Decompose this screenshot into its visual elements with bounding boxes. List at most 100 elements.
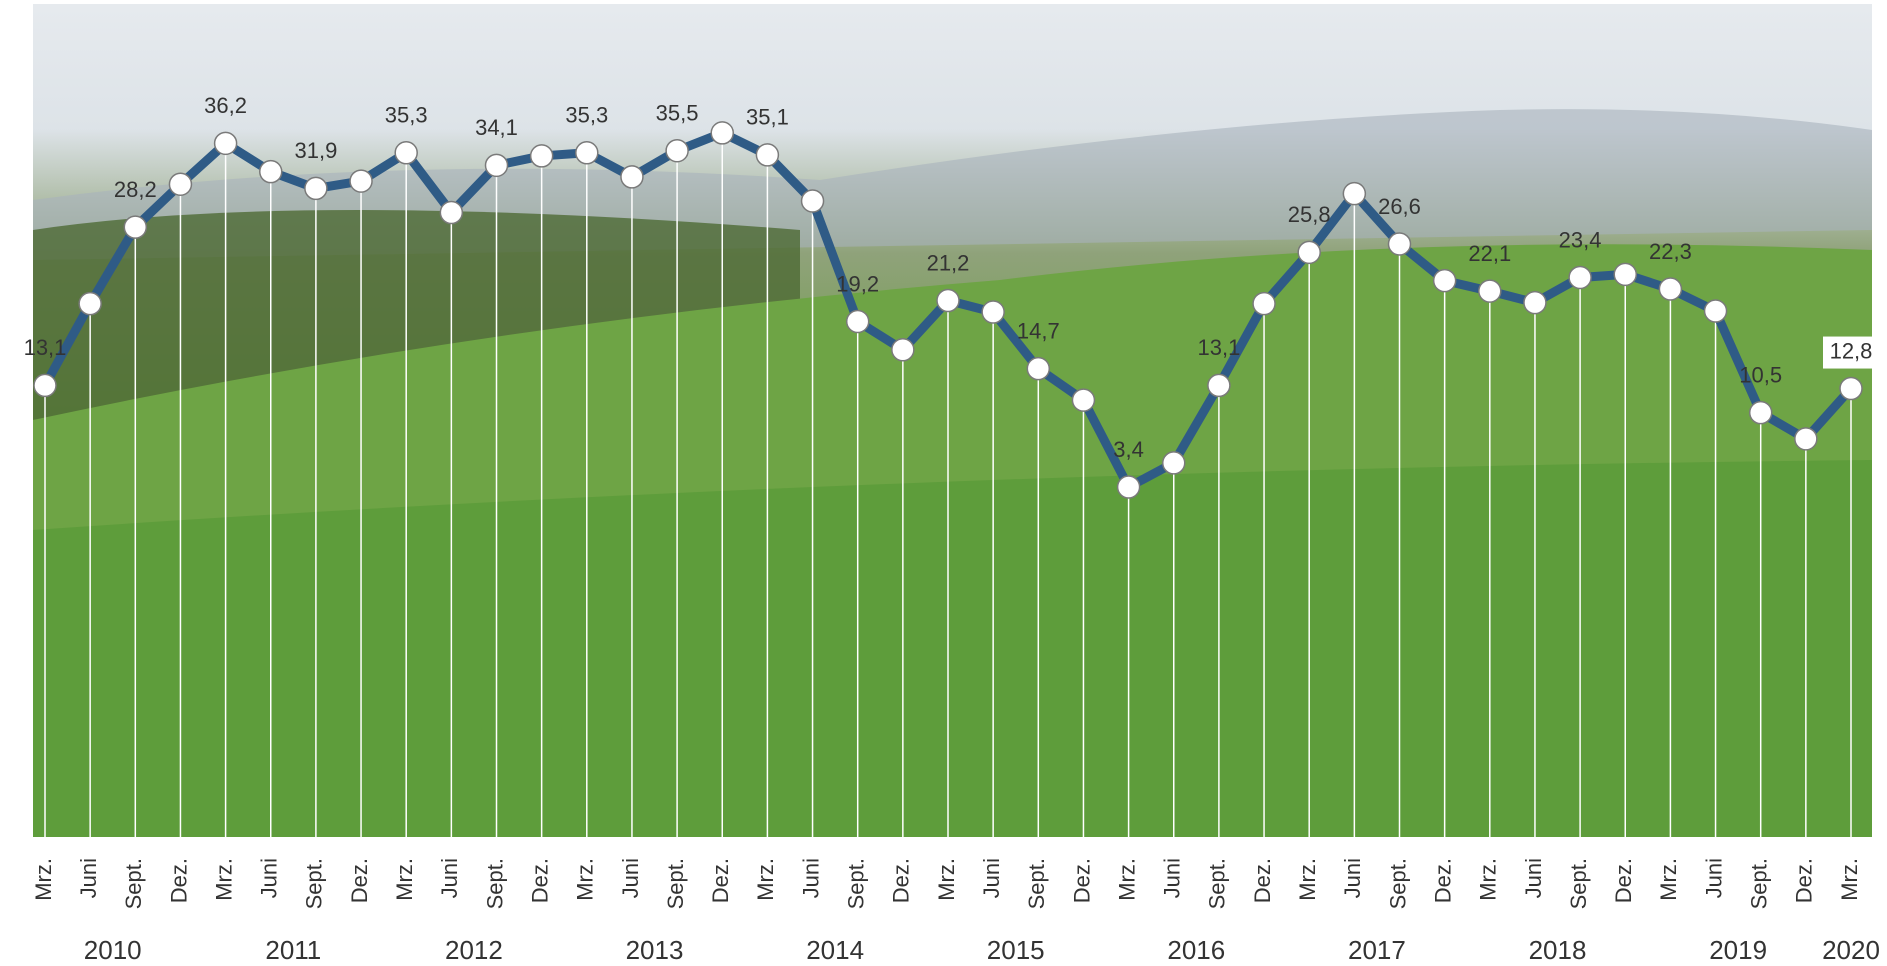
point <box>1794 427 1818 451</box>
field <box>33 460 1872 837</box>
point <box>891 338 915 362</box>
x-tick-label: Mrz. <box>1837 858 1862 901</box>
data-label: 35,3 <box>385 103 428 128</box>
x-tick-label: Juni <box>1160 858 1185 898</box>
point <box>1839 376 1863 401</box>
x-tick-label: Sept. <box>663 858 688 909</box>
data-label: 10,5 <box>1739 362 1782 387</box>
point <box>259 159 283 184</box>
x-tick-label: Mrz. <box>573 858 598 901</box>
x-tick-label: Sept. <box>302 858 327 909</box>
point <box>1568 265 1592 290</box>
year-label: 2010 <box>84 935 142 965</box>
x-tick-label: Juni <box>1701 858 1726 898</box>
x-tick-label: Dez. <box>527 858 552 903</box>
x-tick-label: Juni <box>798 858 823 898</box>
point <box>439 200 464 225</box>
point <box>665 138 689 163</box>
data-label: 35,3 <box>565 103 608 128</box>
point <box>1026 356 1051 381</box>
x-tick-label: Dez. <box>1430 858 1455 903</box>
x-tick-label: Dez. <box>1069 858 1094 903</box>
point <box>1658 277 1683 301</box>
data-label: 34,1 <box>475 115 518 140</box>
x-tick-label: Dez. <box>166 858 191 903</box>
hill-mid <box>33 244 1872 530</box>
point <box>33 373 57 398</box>
year-label: 2020 <box>1822 935 1880 965</box>
data-label: 19,2 <box>836 271 879 296</box>
data-label: 25,8 <box>1288 202 1331 227</box>
data-label: 35,5 <box>656 101 699 126</box>
data-label: 28,2 <box>114 177 157 202</box>
year-label: 2019 <box>1709 935 1767 965</box>
x-tick-label: Mrz. <box>1295 858 1320 901</box>
data-label: 23,4 <box>1559 227 1602 252</box>
point <box>1432 268 1457 293</box>
data-label: 13,1 <box>24 335 67 360</box>
point <box>213 131 238 156</box>
point <box>1478 279 1502 303</box>
year-label: 2015 <box>987 935 1045 965</box>
point <box>936 288 960 313</box>
x-tick-label: Juni <box>76 858 101 898</box>
x-tick-label: Juni <box>437 858 462 898</box>
point <box>1071 388 1096 412</box>
data-label: 22,1 <box>1468 241 1511 266</box>
x-tick-label: Mrz. <box>1656 858 1681 901</box>
x-tick-label: Sept. <box>844 858 869 909</box>
label-box <box>1823 336 1879 369</box>
point <box>1613 262 1637 287</box>
x-tick-label: Sept. <box>1385 858 1410 909</box>
x-tick-label: Sept. <box>1205 858 1230 909</box>
year-label: 2014 <box>806 935 864 965</box>
x-tick-label: Sept. <box>121 858 146 909</box>
point <box>78 291 102 316</box>
point <box>845 309 870 334</box>
point <box>1252 291 1276 316</box>
year-label: 2013 <box>626 935 684 965</box>
x-tick-label: Juni <box>257 858 282 898</box>
data-label: 36,2 <box>204 93 247 118</box>
point <box>123 215 148 239</box>
point <box>755 143 780 167</box>
x-tick-label: Dez. <box>1611 858 1636 903</box>
point <box>620 165 644 189</box>
data-label: 3,4 <box>1113 437 1144 462</box>
x-tick-label: Juni <box>1340 858 1365 898</box>
forest <box>33 210 800 420</box>
point <box>1116 475 1141 499</box>
data-label: 31,9 <box>294 138 337 163</box>
point <box>1523 290 1547 315</box>
x-tick-label: Dez. <box>708 858 733 903</box>
x-tick-label: Dez. <box>1792 858 1817 903</box>
x-tick-label: Sept. <box>1024 858 1049 909</box>
x-tick-label: Mrz. <box>934 858 959 901</box>
point <box>1297 240 1321 265</box>
point <box>981 300 1005 324</box>
x-tick-label: Dez. <box>889 858 914 903</box>
x-tick-label: Dez. <box>1250 858 1275 903</box>
point <box>304 176 328 201</box>
year-label: 2011 <box>265 935 321 965</box>
data-label: 12,8 <box>1830 338 1873 363</box>
x-tick-label: Juni <box>618 858 643 898</box>
year-label: 2017 <box>1348 935 1406 965</box>
point <box>529 144 554 168</box>
point <box>349 169 373 193</box>
point <box>1342 181 1367 206</box>
x-tick-label: Dez. <box>347 858 372 903</box>
x-tick-label: Juni <box>1521 858 1546 898</box>
x-tick-label: Sept. <box>1747 858 1772 909</box>
x-tick-label: Mrz. <box>211 858 236 901</box>
point <box>1162 451 1186 475</box>
x-tick-label: Sept. <box>1566 858 1591 909</box>
data-label: 22,3 <box>1649 239 1692 264</box>
point <box>168 172 193 196</box>
data-label: 14,7 <box>1017 318 1060 343</box>
point <box>575 141 599 165</box>
data-label: 13,1 <box>1197 335 1240 360</box>
data-label: 26,6 <box>1378 194 1421 219</box>
data-label: 35,1 <box>746 105 789 130</box>
